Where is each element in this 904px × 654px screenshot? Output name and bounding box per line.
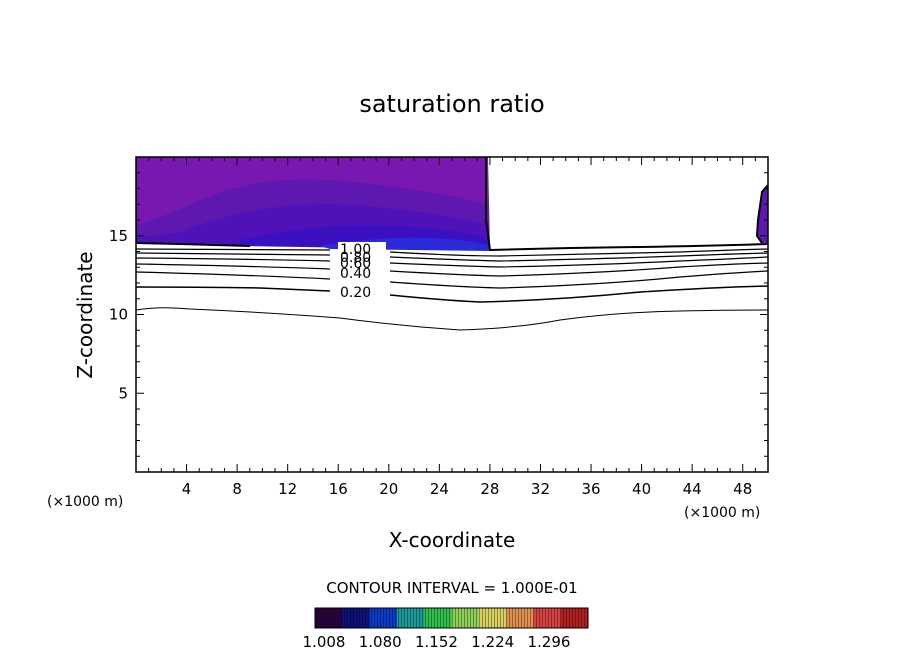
chart-title: saturation ratio <box>359 90 544 118</box>
x-axis-ticks: 4 8 12 16 20 24 28 32 36 40 44 48 <box>148 157 756 498</box>
contour-edge-left <box>136 157 251 247</box>
contour-label: 0.60 <box>340 256 371 272</box>
contour-edge-far-right <box>755 184 768 244</box>
contour-lines <box>136 157 768 331</box>
x-tick-label: 12 <box>278 480 297 498</box>
contour-6 <box>136 285 768 303</box>
y-axis-ticks: 5 10 15 <box>109 172 768 457</box>
contour-label: 0.20 <box>340 285 371 301</box>
contour-label: 1.00 <box>340 242 371 258</box>
contour-3 <box>136 256 768 268</box>
x-tick-label: 16 <box>329 480 348 498</box>
colorbar-tick-label: 1.008 <box>303 633 346 651</box>
x-tick-label: 32 <box>531 480 550 498</box>
x-tick-label: 28 <box>480 480 499 498</box>
x-axis-label: X-coordinate <box>389 528 516 552</box>
fill-right-edge <box>757 185 768 243</box>
x-tick-label: 24 <box>430 480 449 498</box>
x-tick-label: 40 <box>632 480 651 498</box>
contour-labels: 1.00 0.80 0.60 0.40 0.20 <box>338 242 386 301</box>
y-axis-label: Z-coordinate <box>73 251 97 378</box>
x-tick-label: 20 <box>379 480 398 498</box>
contour-label: 0.40 <box>340 266 371 282</box>
x-tick-label: 8 <box>232 480 242 498</box>
y-tick-label: 15 <box>109 227 128 245</box>
colorbar-tick-label: 1.296 <box>527 633 570 651</box>
colorbar: 1.008 1.080 1.152 1.224 1.296 <box>303 607 589 651</box>
contour-2 <box>136 252 768 262</box>
x-tick-label: 4 <box>182 480 192 498</box>
z-unit-label: (×1000 m) <box>47 494 123 510</box>
y-tick-label: 10 <box>109 306 128 324</box>
contour-edge-right <box>485 157 768 252</box>
x-tick-label: 44 <box>683 480 702 498</box>
colorbar-frame <box>314 607 589 629</box>
contour-4 <box>136 262 768 277</box>
colorbar-tick-label: 1.080 <box>359 633 402 651</box>
colorbar-tick-label: 1.224 <box>471 633 514 651</box>
y-tick-label: 5 <box>118 384 128 402</box>
contour-label: 0.80 <box>340 250 371 266</box>
contour-7 <box>136 307 768 331</box>
x-unit-label: (×1000 m) <box>684 505 760 521</box>
x-tick-label: 36 <box>581 480 600 498</box>
colorbar-tick-label: 1.152 <box>415 633 458 651</box>
contour-5 <box>136 270 768 289</box>
contour-interval-text: CONTOUR INTERVAL = 1.000E-01 <box>326 579 577 597</box>
x-tick-label: 48 <box>733 480 752 498</box>
filled-region <box>136 157 768 251</box>
contour-1 <box>136 248 768 257</box>
